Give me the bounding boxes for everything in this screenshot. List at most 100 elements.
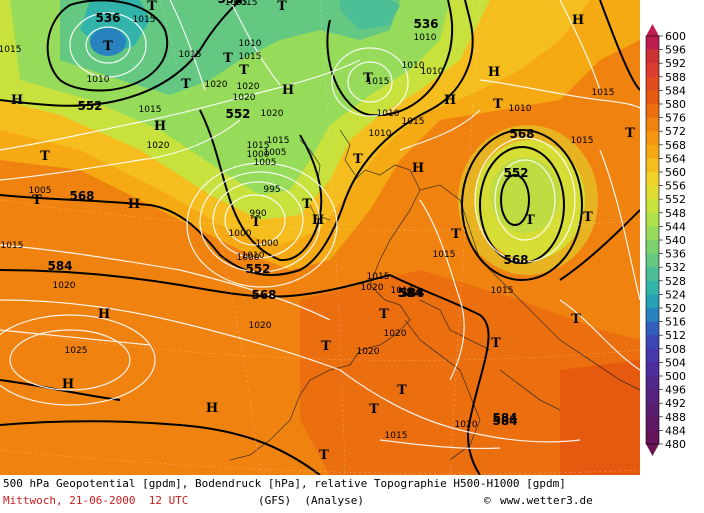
pressure-label: 1010 [402,61,425,71]
pressure-label: 1005 [225,0,248,8]
low-pressure-center: T [103,39,113,54]
model-run: (GFS) (Analyse) [258,494,364,507]
legend-tick-label: 600 [665,30,686,43]
pressure-label: 1020 [237,82,260,92]
low-pressure-center: T [571,312,581,327]
legend-tick-label: 488 [665,411,686,424]
legend-tick-label: 548 [665,207,686,220]
pressure-label: 1015 [367,77,390,87]
pressure-label: 1010 [421,67,444,77]
pressure-label: 1025 [65,346,88,356]
legend-tick-label: 588 [665,71,686,84]
source-link[interactable]: www.wetter3.de [500,494,593,507]
low-pressure-center: T [379,307,389,322]
legend-tick-label: 516 [665,316,686,329]
legend-swatch [646,376,659,391]
footer: 500 hPa Geopotential [gpdm], Bodendruck … [0,475,640,513]
geopotential-label: 568 [251,288,276,302]
low-pressure-center: T [363,71,373,86]
pressure-label: 1010 [369,129,392,139]
legend-tick-label: 580 [665,98,686,111]
low-pressure-center: T [277,0,287,14]
pressure-label: 1015 [267,136,290,146]
legend-tick-label: 584 [665,84,686,97]
legend-swatch [646,117,659,132]
geopotential-label: 584 [47,259,72,273]
legend-tick-label: 576 [665,112,686,125]
pressure-label: 1015 [402,117,425,127]
legend-swatch [646,199,659,214]
legend-ticks: 6005965925885845805765725685645605565525… [659,30,686,451]
geopotential-label: 568 [503,253,528,267]
legend-tick-label: 572 [665,125,686,138]
pressure-label: 1020 [361,283,384,293]
pressure-label: 1015 [433,250,456,260]
legend-swatch [646,90,659,105]
high-pressure-center: H [312,213,324,228]
high-pressure-center: H [128,197,140,212]
pressure-label: 1000 [229,229,252,239]
legend-swatch [646,49,659,64]
pressure-label: 1015 [139,105,162,115]
pressure-label: 1000 [247,150,270,160]
legend-swatch [646,335,659,350]
geopotential-label: 568 [509,127,534,141]
geopotential-label: 552 [503,166,528,180]
legend-tick-label: 592 [665,57,686,70]
legend-tick-label: 484 [665,424,686,437]
low-pressure-center: T [451,227,461,242]
pressure-label: 1020 [384,329,407,339]
legend-swatch [646,416,659,431]
chart-description: 500 hPa Geopotential [gpdm], Bodendruck … [3,477,566,490]
pressure-label: 1015 [179,50,202,60]
legend-tick-label: 532 [665,261,686,274]
legend-swatch [646,362,659,377]
pressure-label: 1015 [367,272,390,282]
legend-tick-label: 520 [665,302,686,315]
pressure-label: 1020 [205,80,228,90]
legend-tick-label: 480 [665,438,686,451]
legend-tick-label: 552 [665,193,686,206]
geopotential-label: 552 [217,0,242,6]
pressure-label: 1010 [509,104,532,114]
high-pressure-center: H [98,307,110,322]
pressure-label: 1005 [264,148,287,158]
legend-swatch [646,240,659,255]
low-pressure-center: T [181,77,191,92]
pressure-label: 1010 [377,109,400,119]
legend-tick-label: 492 [665,397,686,410]
high-pressure-center: H [154,119,166,134]
legend-arrow-top [646,24,659,36]
legend-swatch [646,321,659,336]
low-pressure-center: T [223,51,233,66]
legend-swatch [646,389,659,404]
pressure-label: 1020 [147,141,170,151]
pressure-label: 1015 [592,88,615,98]
pressure-label: 1015 [1,241,24,251]
legend-swatch [646,63,659,78]
pressure-label: 1015 [571,136,594,146]
geopotential-label: 584 [397,286,422,300]
geopotential-label: 552 [77,99,102,113]
low-pressure-center: T [321,339,331,354]
pressure-label: 1020 [233,93,256,103]
geopotential-label: 584 [399,286,424,300]
legend-tick-label: 536 [665,248,686,261]
legend-swatch [646,253,659,268]
low-pressure-center: T [40,149,50,164]
pressure-label: 1015 [491,286,514,296]
color-legend: 6005965925885845805765725685645605565525… [640,0,704,475]
legend-tick-label: 504 [665,356,686,369]
pressure-label: 1010 [87,75,110,85]
low-pressure-center: T [491,336,501,351]
geopotential-labels: 536 552 552 536 552 568 552 568 584 584 568 552 584 5… [47,0,534,428]
high-pressure-center: H [444,93,456,108]
geopotential-label: 536 [95,11,120,25]
lat-lon-grid [0,0,640,475]
pressure-label: 1020 [249,321,272,331]
pressure-label: 1020 [53,281,76,291]
geopotential-label: 536 [413,17,438,31]
legend-arrow-bottom [646,444,659,456]
